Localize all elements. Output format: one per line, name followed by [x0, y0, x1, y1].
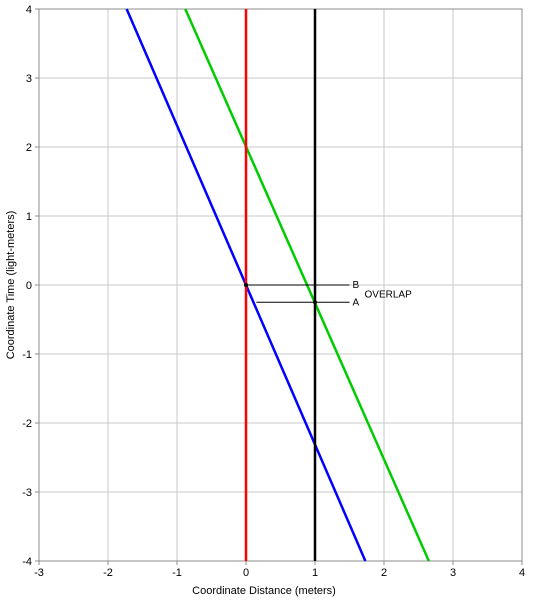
x-tick-label: 2	[381, 567, 387, 579]
x-tick-label: 3	[450, 567, 456, 579]
y-tick-label: 0	[26, 280, 32, 292]
y-axis-label: Coordinate Time (light-meters)	[5, 211, 17, 360]
intersection-dot	[244, 283, 248, 287]
marker-label-b: B	[353, 280, 360, 291]
y-tick-label: -4	[22, 556, 32, 568]
y-tick-label: 1	[26, 211, 32, 223]
y-tick-label: -3	[22, 487, 32, 499]
marker-label-a: A	[353, 297, 360, 308]
y-tick-label: -1	[22, 349, 32, 361]
overlap-label: OVERLAP	[365, 290, 413, 301]
x-tick-label: -3	[34, 567, 44, 579]
y-tick-label: 2	[26, 142, 32, 154]
y-tick-label: -2	[22, 418, 32, 430]
x-tick-label: 1	[312, 567, 318, 579]
annotation-group: BA OVERLAP	[244, 280, 412, 308]
x-tick-label: -1	[172, 567, 182, 579]
x-tick-label: -2	[103, 567, 113, 579]
intersection-dot	[313, 300, 317, 305]
x-tick-label: 4	[519, 567, 525, 579]
y-tick-label: 4	[26, 4, 32, 16]
x-tick-label: 0	[243, 567, 249, 579]
x-axis-label: Coordinate Distance (meters)	[192, 585, 336, 597]
y-tick-label: 3	[26, 73, 32, 85]
